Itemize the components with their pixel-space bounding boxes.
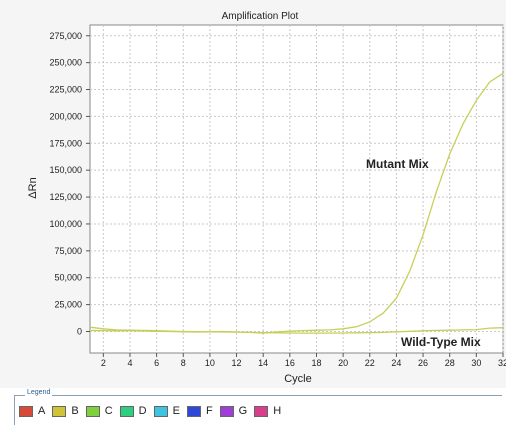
y-tick-label: 100,000 [49,219,82,229]
x-tick-label: 20 [338,358,348,368]
x-tick-label: 14 [258,358,268,368]
legend-swatch [19,405,33,417]
legend-swatch [153,405,168,417]
series-layer [89,72,504,334]
legend-swatch [85,405,100,417]
x-tick-label: 28 [445,358,455,368]
legend-label: C [104,405,113,417]
x-tick-label: 6 [154,358,159,368]
legend-item-a[interactable]: A [19,405,45,417]
y-tick-label: 75,000 [54,246,82,256]
x-axis-title: Cycle [284,373,312,385]
x-tick-label: 22 [365,358,375,368]
legend-item-d[interactable]: D [119,405,147,417]
x-tick-label: 32 [498,358,506,368]
legend-swatch [219,405,234,417]
y-tick-label: 125,000 [49,192,82,202]
legend-label: G [238,405,248,417]
x-tick-label: 4 [127,358,132,368]
y-tick-label: 275,000 [49,31,82,41]
legend-swatch [254,405,269,417]
y-axis-title: ΔRn [27,177,39,198]
x-tick-label: 8 [181,358,186,368]
legend: Legend A B C D E F G H [14,389,502,425]
legend-label: A [38,405,46,417]
x-tick-label: 30 [471,358,481,368]
y-tick-label: 225,000 [49,85,82,95]
y-tick-labels: 0 25,000 50,000 75,000 100,000 125,000 150,000… [49,31,90,336]
legend-items: A B C D E F G H [19,405,288,417]
plot-area [89,24,504,354]
annotation-mutant-mix: Mutant Mix [366,157,429,171]
legend-item-b[interactable]: B [52,405,79,417]
x-tick-labels: 2 4 6 8 10 12 14 16 18 20 22 24 26 28 30 32 [101,353,506,368]
legend-label: F [205,405,213,417]
y-tick-label: 200,000 [49,111,82,121]
x-tick-label: 12 [232,358,242,368]
legend-label: D [138,405,147,417]
y-tick-label: 150,000 [49,165,82,175]
legend-swatch [52,405,67,417]
legend-item-f[interactable]: F [186,405,213,417]
y-tick-label: 50,000 [54,273,82,283]
x-tick-label: 16 [285,358,295,368]
chart-title: Amplification Plot [222,11,299,22]
x-tick-label: 24 [391,358,401,368]
annotation-wild-type-mix: Wild-Type Mix [401,335,481,349]
legend-swatch [186,405,201,417]
x-tick-label: 2 [101,358,106,368]
legend-label: E [172,405,180,417]
legend-item-e[interactable]: E [153,405,180,417]
x-tick-label: 18 [311,358,321,368]
y-tick-label: 250,000 [49,58,82,68]
legend-swatch [119,405,134,417]
y-tick-label: 175,000 [49,138,82,148]
y-tick-label: 25,000 [54,300,82,310]
y-tick-label: 0 [77,326,82,336]
legend-item-g[interactable]: G [219,405,248,417]
amplification-chart: 0 25,000 50,000 75,000 100,000 125,000 150,000… [27,11,506,385]
legend-item-c[interactable]: C [85,405,113,417]
legend-label: H [273,405,282,417]
x-tick-label: 10 [205,358,215,368]
legend-item-h[interactable]: H [254,405,281,417]
x-tick-label: 26 [418,358,428,368]
legend-label: B [71,405,79,417]
series-line-wild-type-mix [89,326,504,334]
legend-title: Legend [25,389,53,396]
